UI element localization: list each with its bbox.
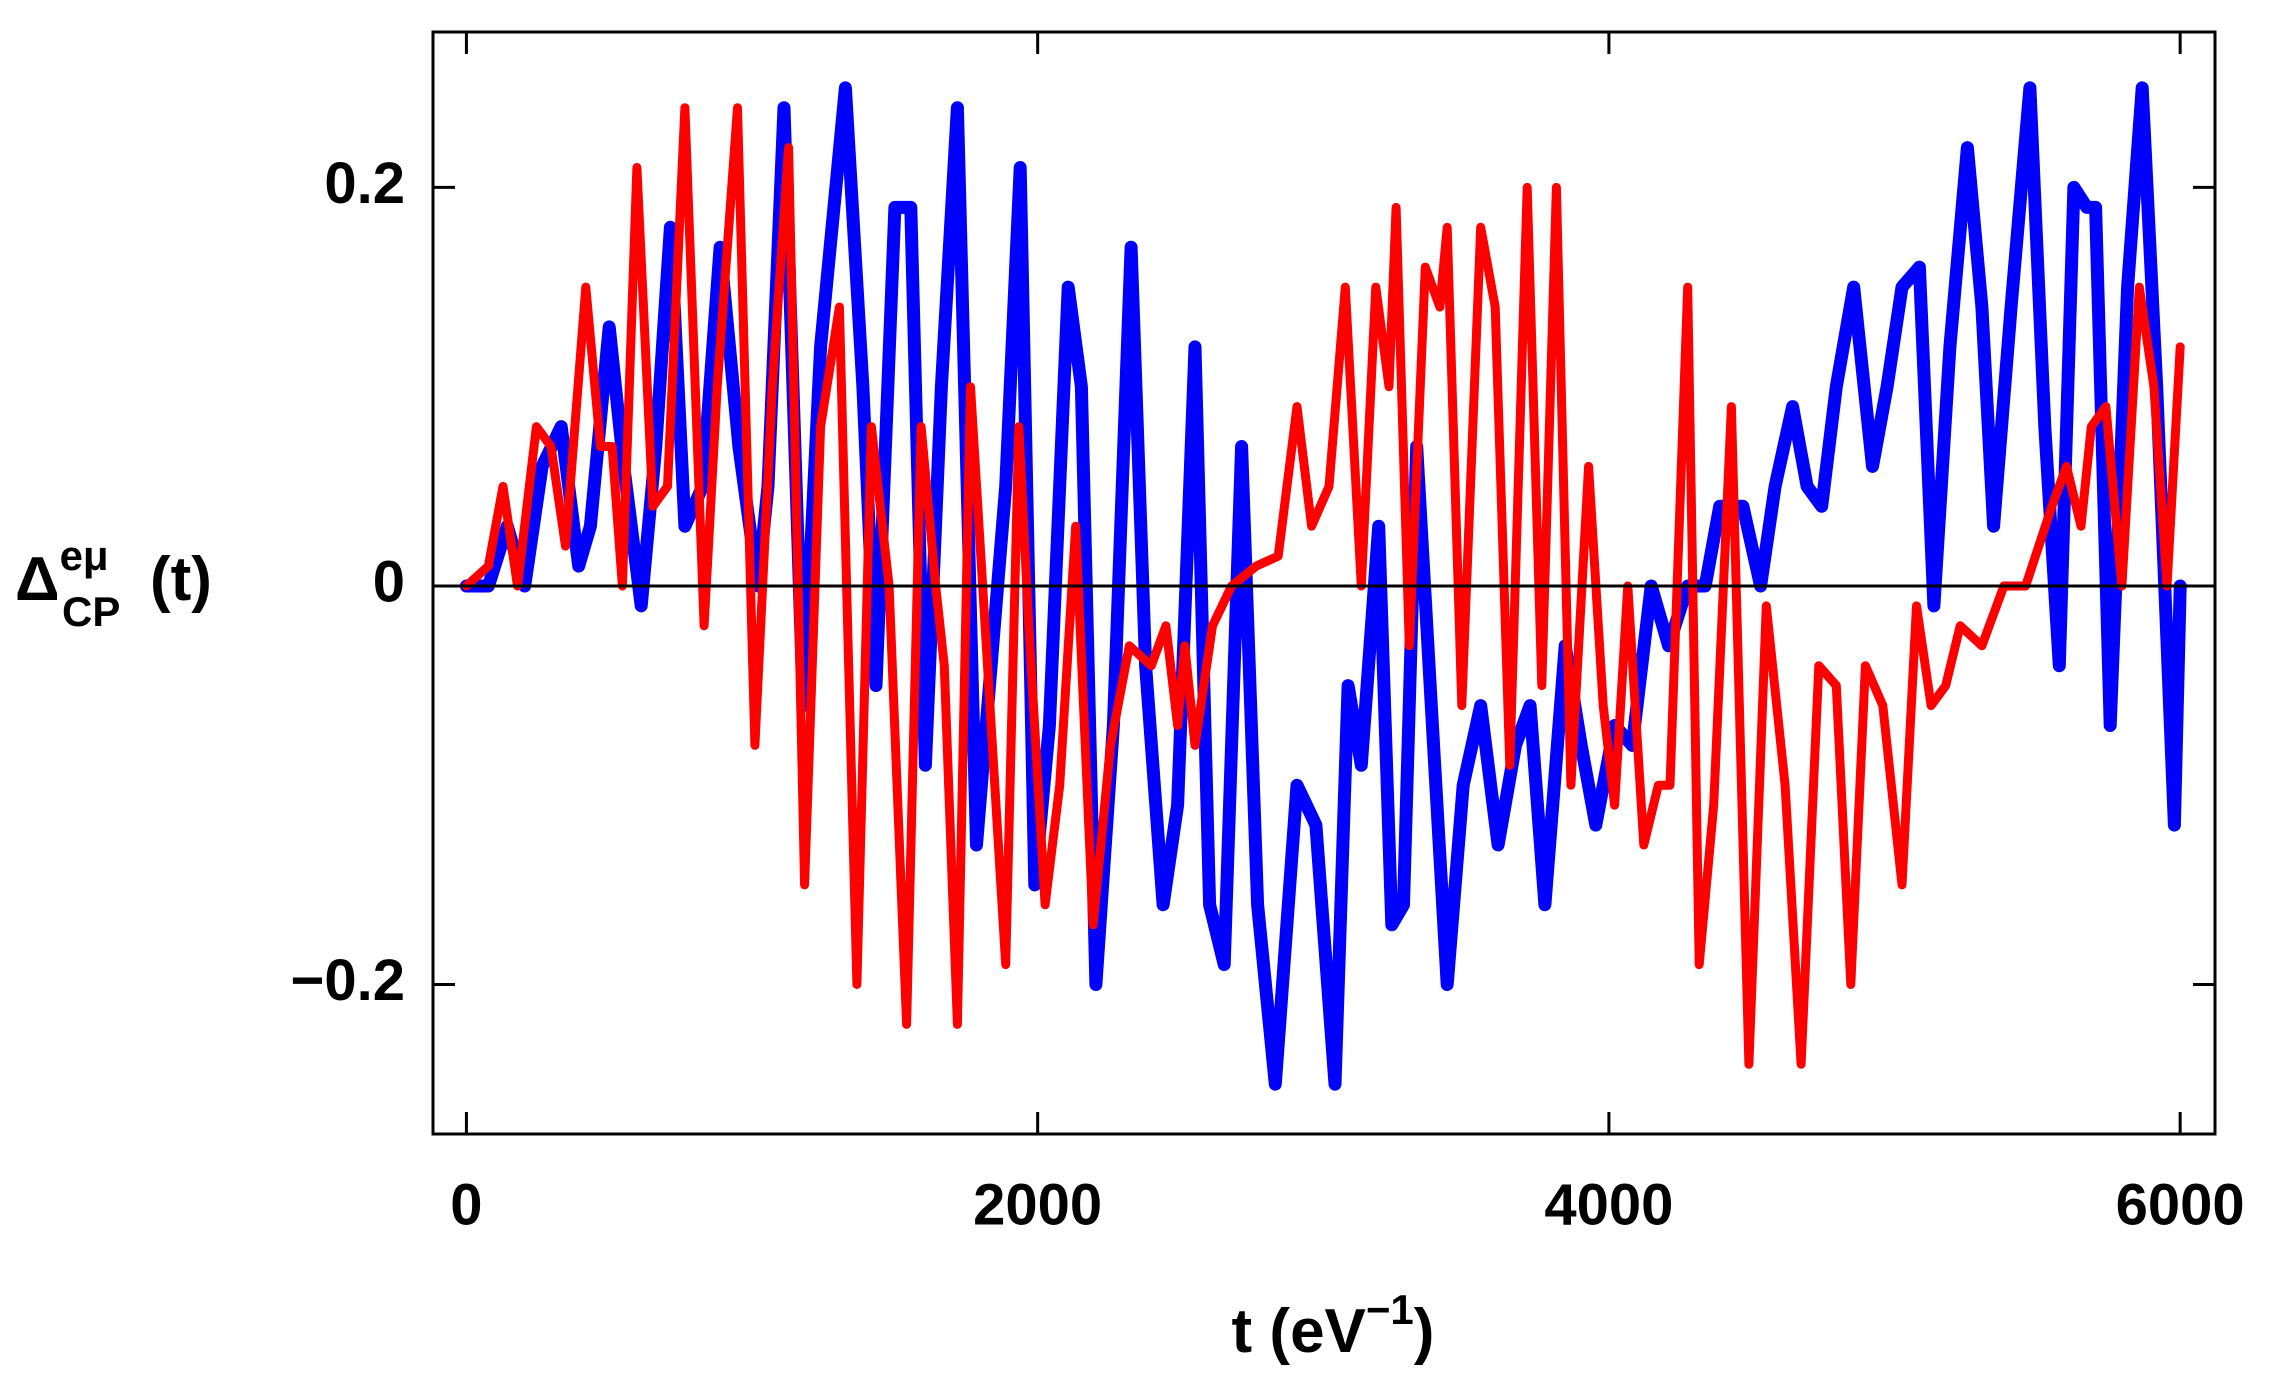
x-tick-label: 2000 — [973, 1172, 1102, 1237]
y-tick-label: 0 — [373, 549, 405, 614]
y-tick-label: −0.2 — [291, 948, 406, 1013]
x-tick-label: 6000 — [2116, 1172, 2245, 1237]
y-tick-label: 0.2 — [324, 151, 405, 216]
y-axis-label: Δeμ CP (t) — [15, 532, 212, 635]
y-label-base: Δ — [15, 545, 60, 614]
x-label-sup: −1 — [1366, 1286, 1414, 1333]
x-axis-label: t (eV−1) — [1232, 1286, 1435, 1366]
x-label-base: t (eV — [1232, 1297, 1366, 1366]
plot-frame — [431, 30, 2217, 1136]
y-label-rest: (t) — [150, 545, 212, 614]
y-label-sub: CP — [62, 588, 120, 635]
x-tick-label: 4000 — [1544, 1172, 1673, 1237]
data-line — [461, 103, 2185, 1069]
y-label-sup: eμ — [60, 532, 109, 579]
x-label-rest: ) — [1414, 1297, 1435, 1366]
x-tick-label: 0 — [450, 1172, 482, 1237]
